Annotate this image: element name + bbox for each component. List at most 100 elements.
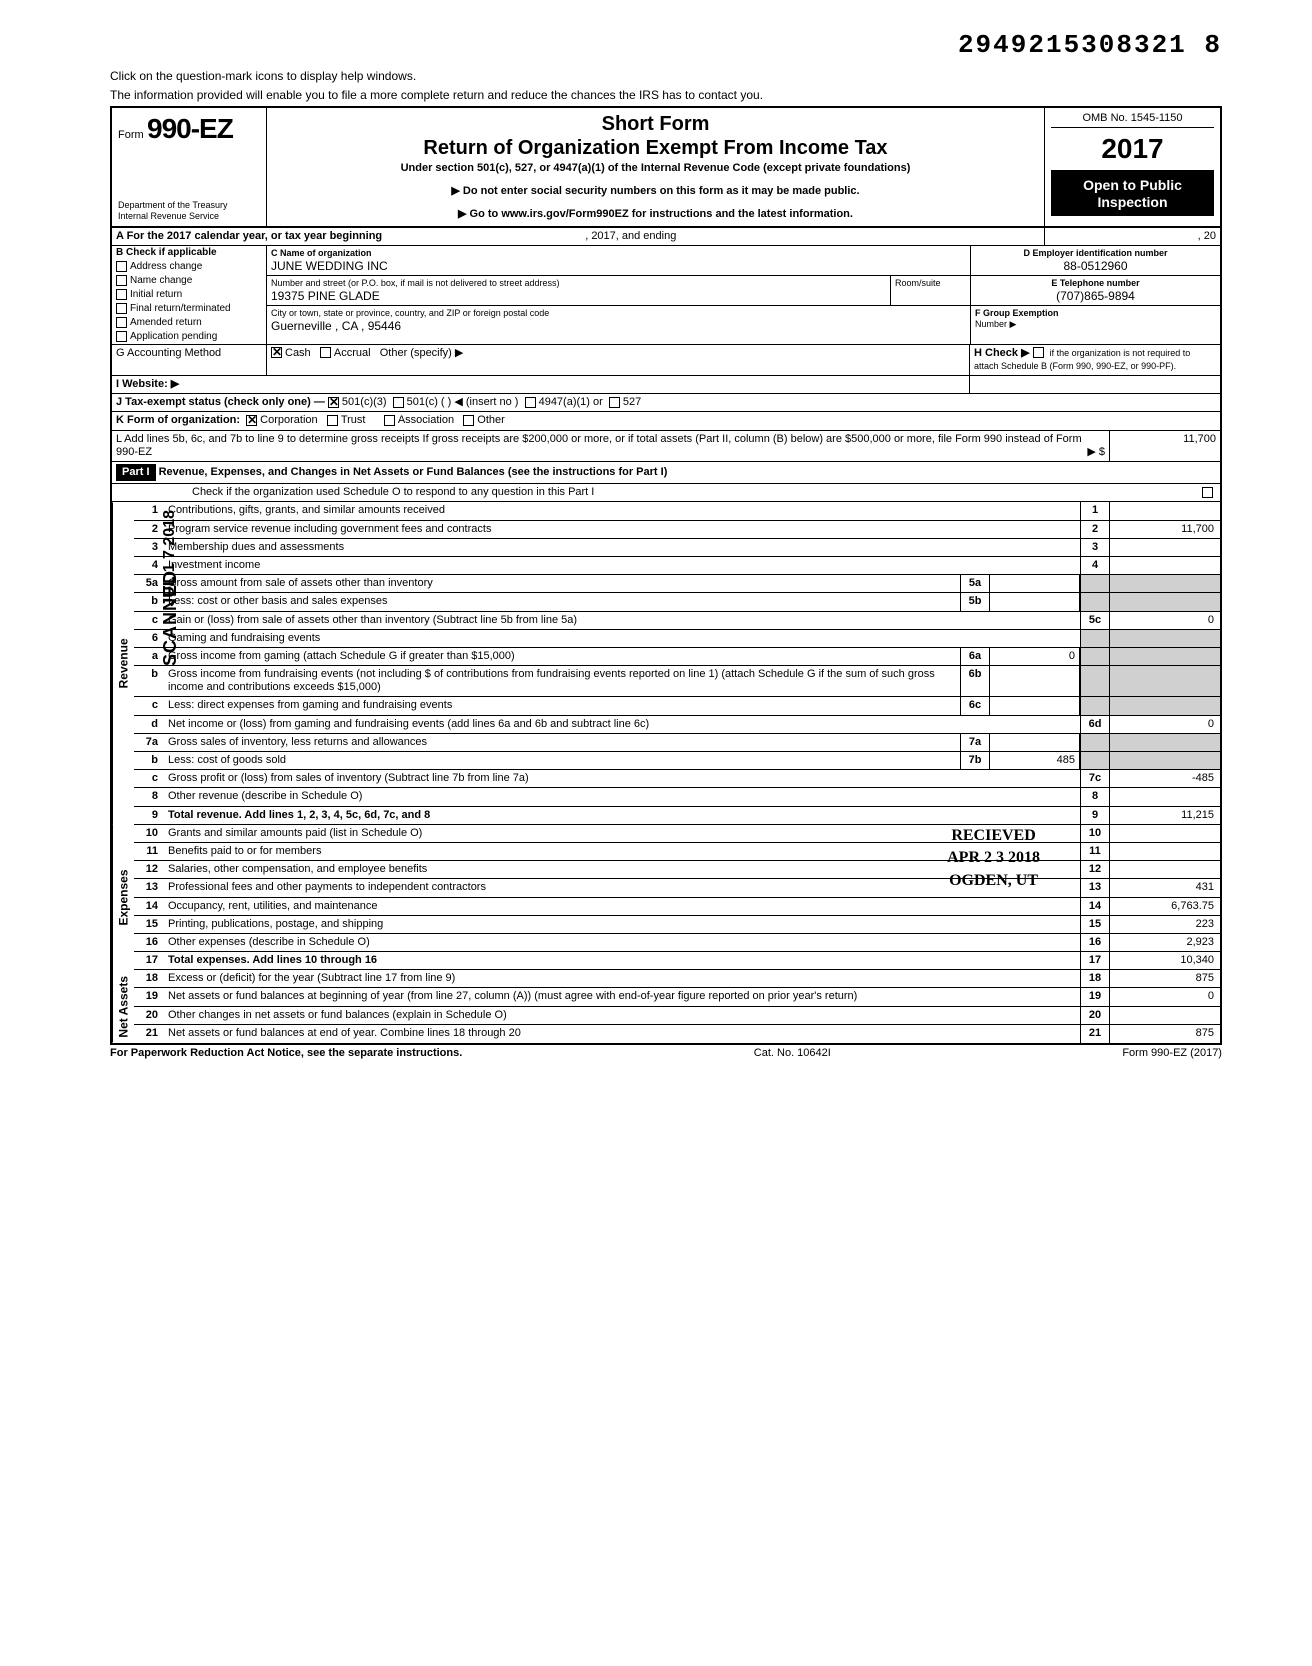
line-13-desc: Professional fees and other payments to … bbox=[164, 879, 1080, 896]
line-6a-desc: Gross income from gaming (attach Schedul… bbox=[164, 648, 960, 665]
line-19-desc: Net assets or fund balances at beginning… bbox=[164, 988, 1080, 1005]
line-5c-box: 5c bbox=[1080, 612, 1110, 629]
line-9-amt: 11,215 bbox=[1110, 807, 1220, 824]
open-public-1: Open to Public bbox=[1053, 177, 1212, 194]
insert-no: ) ◀ (insert no ) bbox=[448, 396, 519, 408]
line-4-box: 4 bbox=[1080, 557, 1110, 574]
date-stamp: JUL 1 7 2018 bbox=[160, 510, 179, 607]
527-label: 527 bbox=[623, 396, 641, 408]
row-b-label: B Check if applicable bbox=[112, 246, 266, 260]
line-17-desc: Total expenses. Add lines 10 through 16 bbox=[164, 952, 1080, 969]
check-name[interactable] bbox=[116, 275, 127, 286]
check-pending[interactable] bbox=[116, 331, 127, 342]
line-6b-ibox: 6b bbox=[960, 666, 990, 696]
row-c-label: C Name of organization bbox=[271, 248, 966, 259]
line-5a-ibox: 5a bbox=[960, 575, 990, 592]
omb-number: OMB No. 1545-1150 bbox=[1051, 112, 1214, 128]
line-15-desc: Printing, publications, postage, and shi… bbox=[164, 916, 1080, 933]
line-2-amt: 11,700 bbox=[1110, 521, 1220, 538]
check-501c3[interactable] bbox=[328, 397, 339, 408]
part1-check-text: Check if the organization used Schedule … bbox=[192, 486, 594, 498]
line-7c-box: 7c bbox=[1080, 770, 1110, 787]
4947-label: 4947(a)(1) or bbox=[539, 396, 603, 408]
line-17-box: 17 bbox=[1080, 952, 1110, 969]
line-10-desc: Grants and similar amounts paid (list in… bbox=[164, 825, 1080, 842]
row-f-num: Number ▶ bbox=[975, 319, 1216, 330]
accrual-label: Accrual bbox=[334, 347, 371, 359]
line-2-desc: Program service revenue including govern… bbox=[164, 521, 1080, 538]
form-header: Form 990-EZ Department of the Treasury I… bbox=[110, 106, 1222, 228]
check-assoc[interactable] bbox=[384, 415, 395, 426]
row-a-end: , 20 bbox=[1045, 228, 1220, 245]
line-18-amt: 875 bbox=[1110, 970, 1220, 987]
line-3-amt bbox=[1110, 539, 1220, 556]
line-9-desc: Total revenue. Add lines 1, 2, 3, 4, 5c,… bbox=[164, 807, 1080, 824]
line-1-amt bbox=[1110, 502, 1220, 519]
line-9-box: 9 bbox=[1080, 807, 1110, 824]
check-initial-label: Initial return bbox=[130, 289, 182, 301]
line-5b-iamt bbox=[990, 593, 1080, 610]
check-schedule-o[interactable] bbox=[1202, 487, 1213, 498]
line-11-box: 11 bbox=[1080, 843, 1110, 860]
check-527[interactable] bbox=[609, 397, 620, 408]
row-l-arrow: ▶ $ bbox=[1087, 446, 1105, 459]
line-3-box: 3 bbox=[1080, 539, 1110, 556]
line-20-box: 20 bbox=[1080, 1007, 1110, 1024]
check-501c[interactable] bbox=[393, 397, 404, 408]
expenses-label: Expenses bbox=[112, 825, 134, 971]
check-name-label: Name change bbox=[130, 275, 192, 287]
line-21-amt: 875 bbox=[1110, 1025, 1220, 1043]
document-number: 2949215308321 8 bbox=[110, 30, 1222, 61]
addr-label: Number and street (or P.O. box, if mail … bbox=[271, 278, 886, 289]
row-l-text: L Add lines 5b, 6c, and 7b to line 9 to … bbox=[116, 433, 1082, 458]
row-k-label: K Form of organization: bbox=[116, 414, 240, 426]
line-17-amt: 10,340 bbox=[1110, 952, 1220, 969]
check-address-label: Address change bbox=[130, 261, 202, 273]
line-18-box: 18 bbox=[1080, 970, 1110, 987]
check-accrual[interactable] bbox=[320, 347, 331, 358]
line-11-desc: Benefits paid to or for members bbox=[164, 843, 1080, 860]
line-13-amt: 431 bbox=[1110, 879, 1220, 896]
check-initial[interactable] bbox=[116, 289, 127, 300]
line-16-amt: 2,923 bbox=[1110, 934, 1220, 951]
check-corp[interactable] bbox=[246, 415, 257, 426]
line-3-desc: Membership dues and assessments bbox=[164, 539, 1080, 556]
header-note-1: ▶ Do not enter social security numbers o… bbox=[275, 185, 1036, 198]
line-12-box: 12 bbox=[1080, 861, 1110, 878]
line-7a-desc: Gross sales of inventory, less returns a… bbox=[164, 734, 960, 751]
line-7c-desc: Gross profit or (loss) from sales of inv… bbox=[164, 770, 1080, 787]
check-final[interactable] bbox=[116, 303, 127, 314]
row-g-label: G Accounting Method bbox=[112, 345, 267, 375]
line-5a-iamt bbox=[990, 575, 1080, 592]
line-12-desc: Salaries, other compensation, and employ… bbox=[164, 861, 1080, 878]
line-8-box: 8 bbox=[1080, 788, 1110, 805]
line-5c-desc: Gain or (loss) from sale of assets other… bbox=[164, 612, 1080, 629]
line-14-desc: Occupancy, rent, utilities, and maintena… bbox=[164, 898, 1080, 915]
check-address[interactable] bbox=[116, 261, 127, 272]
header-note-2: ▶ Go to www.irs.gov/Form990EZ for instru… bbox=[275, 208, 1036, 221]
line-5c-amt: 0 bbox=[1110, 612, 1220, 629]
check-amended[interactable] bbox=[116, 317, 127, 328]
line-7b-desc: Less: cost of goods sold bbox=[164, 752, 960, 769]
line-19-box: 19 bbox=[1080, 988, 1110, 1005]
check-cash[interactable] bbox=[271, 347, 282, 358]
check-amended-label: Amended return bbox=[130, 317, 202, 329]
line-15-box: 15 bbox=[1080, 916, 1110, 933]
line-20-desc: Other changes in net assets or fund bala… bbox=[164, 1007, 1080, 1024]
check-trust[interactable] bbox=[327, 415, 338, 426]
check-final-label: Final return/terminated bbox=[130, 303, 231, 315]
line-4-amt bbox=[1110, 557, 1220, 574]
dept-label: Department of the Treasury bbox=[118, 200, 260, 211]
line-6c-ibox: 6c bbox=[960, 697, 990, 714]
corp-label: Corporation bbox=[260, 414, 317, 426]
check-other-org[interactable] bbox=[463, 415, 474, 426]
phone-value: (707)865-9894 bbox=[975, 289, 1216, 303]
line-4-desc: Investment income bbox=[164, 557, 1080, 574]
line-6c-desc: Less: direct expenses from gaming and fu… bbox=[164, 697, 960, 714]
part1-label: Part I bbox=[116, 464, 156, 481]
open-public-2: Inspection bbox=[1053, 194, 1212, 211]
line-6b-desc: Gross income from fundraising events (no… bbox=[164, 666, 960, 696]
check-schedule-b[interactable] bbox=[1033, 347, 1044, 358]
check-4947[interactable] bbox=[525, 397, 536, 408]
line-5b-desc: Less: cost or other basis and sales expe… bbox=[164, 593, 960, 610]
